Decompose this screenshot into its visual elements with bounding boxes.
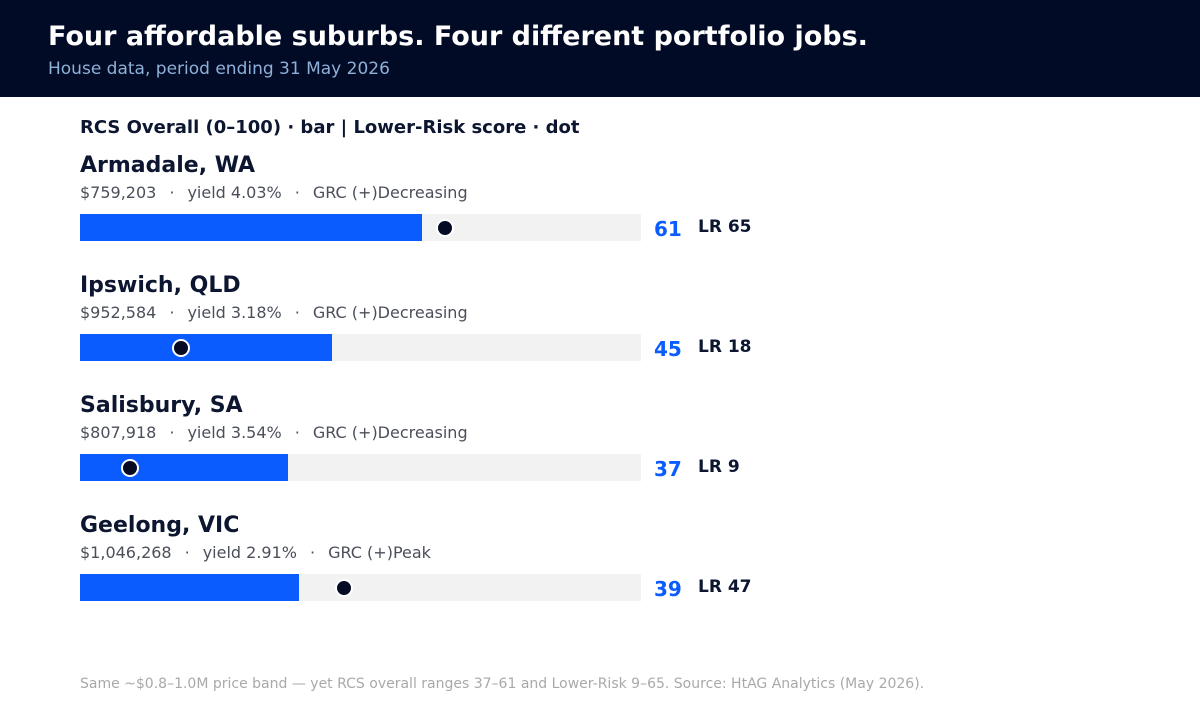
meta-separator: · bbox=[294, 303, 300, 322]
suburb-grc: GRC (+)Decreasing bbox=[312, 423, 468, 442]
suburb-name: Armadale, WA bbox=[80, 153, 256, 178]
suburb-name: Ipswich, QLD bbox=[80, 273, 241, 298]
meta-separator: · bbox=[309, 543, 316, 562]
suburb-row: Ipswich, QLD $952,584 · yield 3.18% · GRC (+)… bbox=[0, 273, 1200, 383]
chart-legend: RCS Overall (0–100) · bar | Lower-Risk s… bbox=[80, 117, 580, 138]
suburb-price: $952,584 bbox=[80, 303, 157, 322]
meta-separator: · bbox=[169, 423, 175, 442]
page-title: Four affordable suburbs. Four different … bbox=[48, 21, 868, 52]
rcs-value-label: 39 bbox=[654, 577, 682, 601]
suburb-meta: $759,203 · yield 4.03% · GRC (+)Decreasing bbox=[80, 183, 468, 202]
lower-risk-value-label: LR 47 bbox=[698, 577, 752, 597]
suburb-row: Salisbury, SA $807,918 · yield 3.54% · GRC (+… bbox=[0, 393, 1200, 503]
footnote: Same ~$0.8–1.0M price band — yet RCS ove… bbox=[80, 676, 925, 692]
header-banner: Four affordable suburbs. Four different … bbox=[0, 0, 1200, 97]
suburb-yield: yield 2.91% bbox=[202, 543, 297, 562]
meta-separator: · bbox=[169, 303, 175, 322]
lower-risk-value-label: LR 18 bbox=[698, 337, 752, 357]
lower-risk-dot bbox=[435, 219, 454, 237]
rcs-value-label: 45 bbox=[654, 337, 682, 361]
suburb-yield: yield 3.18% bbox=[187, 303, 282, 322]
rcs-bar bbox=[80, 334, 333, 361]
suburb-meta: $1,046,268 · yield 2.91% · GRC (+)Peak bbox=[80, 543, 431, 562]
meta-separator: · bbox=[294, 423, 300, 442]
rcs-value-label: 61 bbox=[654, 217, 682, 241]
suburb-row: Geelong, VIC $1,046,268 · yield 2.91% · GRC (… bbox=[0, 513, 1200, 623]
suburb-grc: GRC (+)Peak bbox=[328, 543, 431, 562]
suburb-name: Salisbury, SA bbox=[80, 393, 243, 418]
bar-track bbox=[80, 574, 641, 601]
suburb-name: Geelong, VIC bbox=[80, 513, 240, 538]
suburb-row: Armadale, WA $759,203 · yield 4.03% · GRC (+)… bbox=[0, 153, 1200, 263]
suburb-yield: yield 3.54% bbox=[187, 423, 282, 442]
rcs-bar bbox=[80, 574, 299, 601]
meta-separator: · bbox=[184, 543, 190, 562]
bar-track bbox=[80, 214, 641, 241]
lower-risk-dot bbox=[171, 339, 190, 357]
suburb-price: $807,918 bbox=[80, 423, 157, 442]
suburb-grc: GRC (+)Decreasing bbox=[312, 303, 468, 322]
suburb-grc: GRC (+)Decreasing bbox=[312, 183, 468, 202]
bar-track bbox=[80, 334, 641, 361]
suburb-meta: $952,584 · yield 3.18% · GRC (+)Decreasing bbox=[80, 303, 468, 322]
suburb-price: $1,046,268 bbox=[80, 543, 172, 562]
bar-track bbox=[80, 454, 641, 481]
lower-risk-dot bbox=[121, 459, 140, 477]
suburb-price: $759,203 bbox=[80, 183, 157, 202]
suburb-yield: yield 4.03% bbox=[187, 183, 282, 202]
rcs-bar bbox=[80, 454, 288, 481]
rcs-bar bbox=[80, 214, 423, 241]
lower-risk-dot bbox=[334, 579, 353, 597]
lower-risk-value-label: LR 65 bbox=[698, 217, 752, 237]
suburb-meta: $807,918 · yield 3.54% · GRC (+)Decreasing bbox=[80, 423, 468, 442]
meta-separator: · bbox=[294, 183, 300, 202]
page-subtitle: House data, period ending 31 May 2026 bbox=[48, 59, 390, 79]
lower-risk-value-label: LR 9 bbox=[698, 457, 740, 477]
rcs-value-label: 37 bbox=[654, 457, 682, 481]
meta-separator: · bbox=[169, 183, 175, 202]
